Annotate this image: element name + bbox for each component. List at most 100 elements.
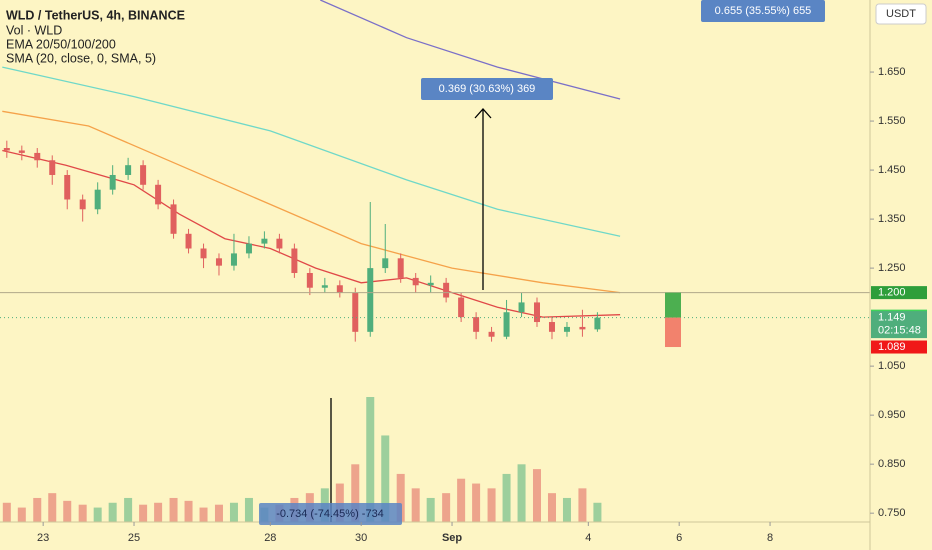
candle-body xyxy=(518,302,525,313)
x-tick-label: 23 xyxy=(37,532,49,544)
candle-body xyxy=(321,285,328,288)
volume-bar xyxy=(502,473,511,522)
position-stop xyxy=(665,317,681,348)
legend-line: Vol · WLD xyxy=(6,23,62,37)
measure-label: -0.734 (-74.45%) -734 xyxy=(276,508,384,520)
candle-body xyxy=(336,285,343,293)
price-label-bg xyxy=(871,311,927,339)
y-tick-label: 1.350 xyxy=(878,213,906,225)
candle-body xyxy=(245,243,252,254)
y-tick-label: 0.750 xyxy=(878,507,906,519)
price-label: 1.089 xyxy=(878,341,906,353)
volume-bar xyxy=(33,497,42,522)
candle-body xyxy=(548,322,555,332)
indicator-line xyxy=(2,66,621,237)
price-label-bg xyxy=(871,340,927,354)
arrow-head xyxy=(474,108,492,119)
x-tick-label: 25 xyxy=(128,532,140,544)
volume-bar xyxy=(396,473,405,522)
volume-bar xyxy=(93,507,102,522)
volume-bar xyxy=(335,483,344,522)
measure-label: 0.369 (30.63%) 369 xyxy=(439,83,536,95)
volume-bar xyxy=(472,483,481,522)
volume-bar xyxy=(351,464,360,522)
volume-bar xyxy=(442,493,451,522)
candle-body xyxy=(594,317,601,330)
y-tick-label: 1.450 xyxy=(878,164,906,176)
volume-bar xyxy=(17,507,26,522)
price-label: 1.149 xyxy=(878,312,906,324)
legend-line: EMA 20/50/100/200 xyxy=(6,37,116,51)
candle-body xyxy=(185,233,192,249)
measure-box xyxy=(259,503,402,525)
volume-bar xyxy=(199,507,208,522)
volume-bar xyxy=(63,500,72,522)
candle-body xyxy=(94,189,101,210)
volume-bar xyxy=(366,397,375,522)
candle-body xyxy=(579,326,586,330)
currency-button[interactable] xyxy=(875,3,927,25)
candle-body xyxy=(443,282,450,298)
candle-body xyxy=(34,152,41,161)
candle-body xyxy=(412,277,419,286)
candle-body xyxy=(215,258,222,266)
candle-body xyxy=(261,238,268,244)
volume-bar xyxy=(139,504,148,522)
measure-box xyxy=(421,78,553,100)
price-label-bg xyxy=(871,286,927,300)
x-tick-label: 8 xyxy=(767,532,773,544)
candle-body xyxy=(18,150,25,153)
y-tick-label: 1.250 xyxy=(878,262,906,274)
volume-bar xyxy=(411,488,420,522)
volume-bar xyxy=(244,497,253,522)
candle-body xyxy=(352,292,359,332)
candle-body xyxy=(473,317,480,332)
volume-bar xyxy=(457,478,466,522)
volume-bar xyxy=(229,502,238,522)
volume-bar xyxy=(124,497,133,522)
volume-bar xyxy=(593,502,602,522)
plot-area xyxy=(0,0,870,522)
candle-body xyxy=(49,160,56,175)
legend-line: SMA (20, close, 0, SMA, 5) xyxy=(6,51,156,65)
indicator-line xyxy=(2,110,621,294)
candle-body xyxy=(3,148,10,151)
y-tick-label: 1.650 xyxy=(878,66,906,78)
candle-body xyxy=(276,238,283,249)
candle-body xyxy=(200,248,207,259)
y-tick-label: 1.050 xyxy=(878,360,906,372)
candle-body xyxy=(291,248,298,274)
x-tick-label: Sep xyxy=(442,532,462,544)
candle-body xyxy=(382,258,389,269)
volume-bar xyxy=(578,488,587,522)
candle-body xyxy=(155,184,162,205)
x-tick-label: 28 xyxy=(264,532,276,544)
candle-body xyxy=(533,302,540,323)
y-tick-label: 0.850 xyxy=(878,458,906,470)
candle-body xyxy=(458,297,465,318)
candle-body xyxy=(488,331,495,337)
candle-body xyxy=(397,258,404,278)
price-label: 1.200 xyxy=(878,287,906,299)
volume-bar xyxy=(381,435,390,522)
measure-label: 0.655 (35.55%) 655 xyxy=(715,5,812,17)
volume-bar xyxy=(169,497,178,522)
volume-bar xyxy=(154,502,163,522)
candle-body xyxy=(125,165,132,175)
candle-body xyxy=(306,273,313,288)
chart-title: WLD / TetherUS, 4h, BINANCE xyxy=(6,8,185,22)
candle-body xyxy=(563,326,570,332)
volume-bar xyxy=(48,493,57,522)
volume-bar xyxy=(2,502,11,522)
candle-body xyxy=(64,174,71,200)
volume-bar xyxy=(78,504,87,522)
volume-bar xyxy=(517,464,526,522)
y-tick-label: 0.950 xyxy=(878,409,906,421)
currency-label[interactable]: USDT xyxy=(886,8,916,20)
x-tick-label: 30 xyxy=(355,532,367,544)
candle-body xyxy=(230,253,237,266)
indicator-line xyxy=(2,149,621,318)
volume-bar xyxy=(214,504,223,522)
candle-body xyxy=(170,204,177,234)
